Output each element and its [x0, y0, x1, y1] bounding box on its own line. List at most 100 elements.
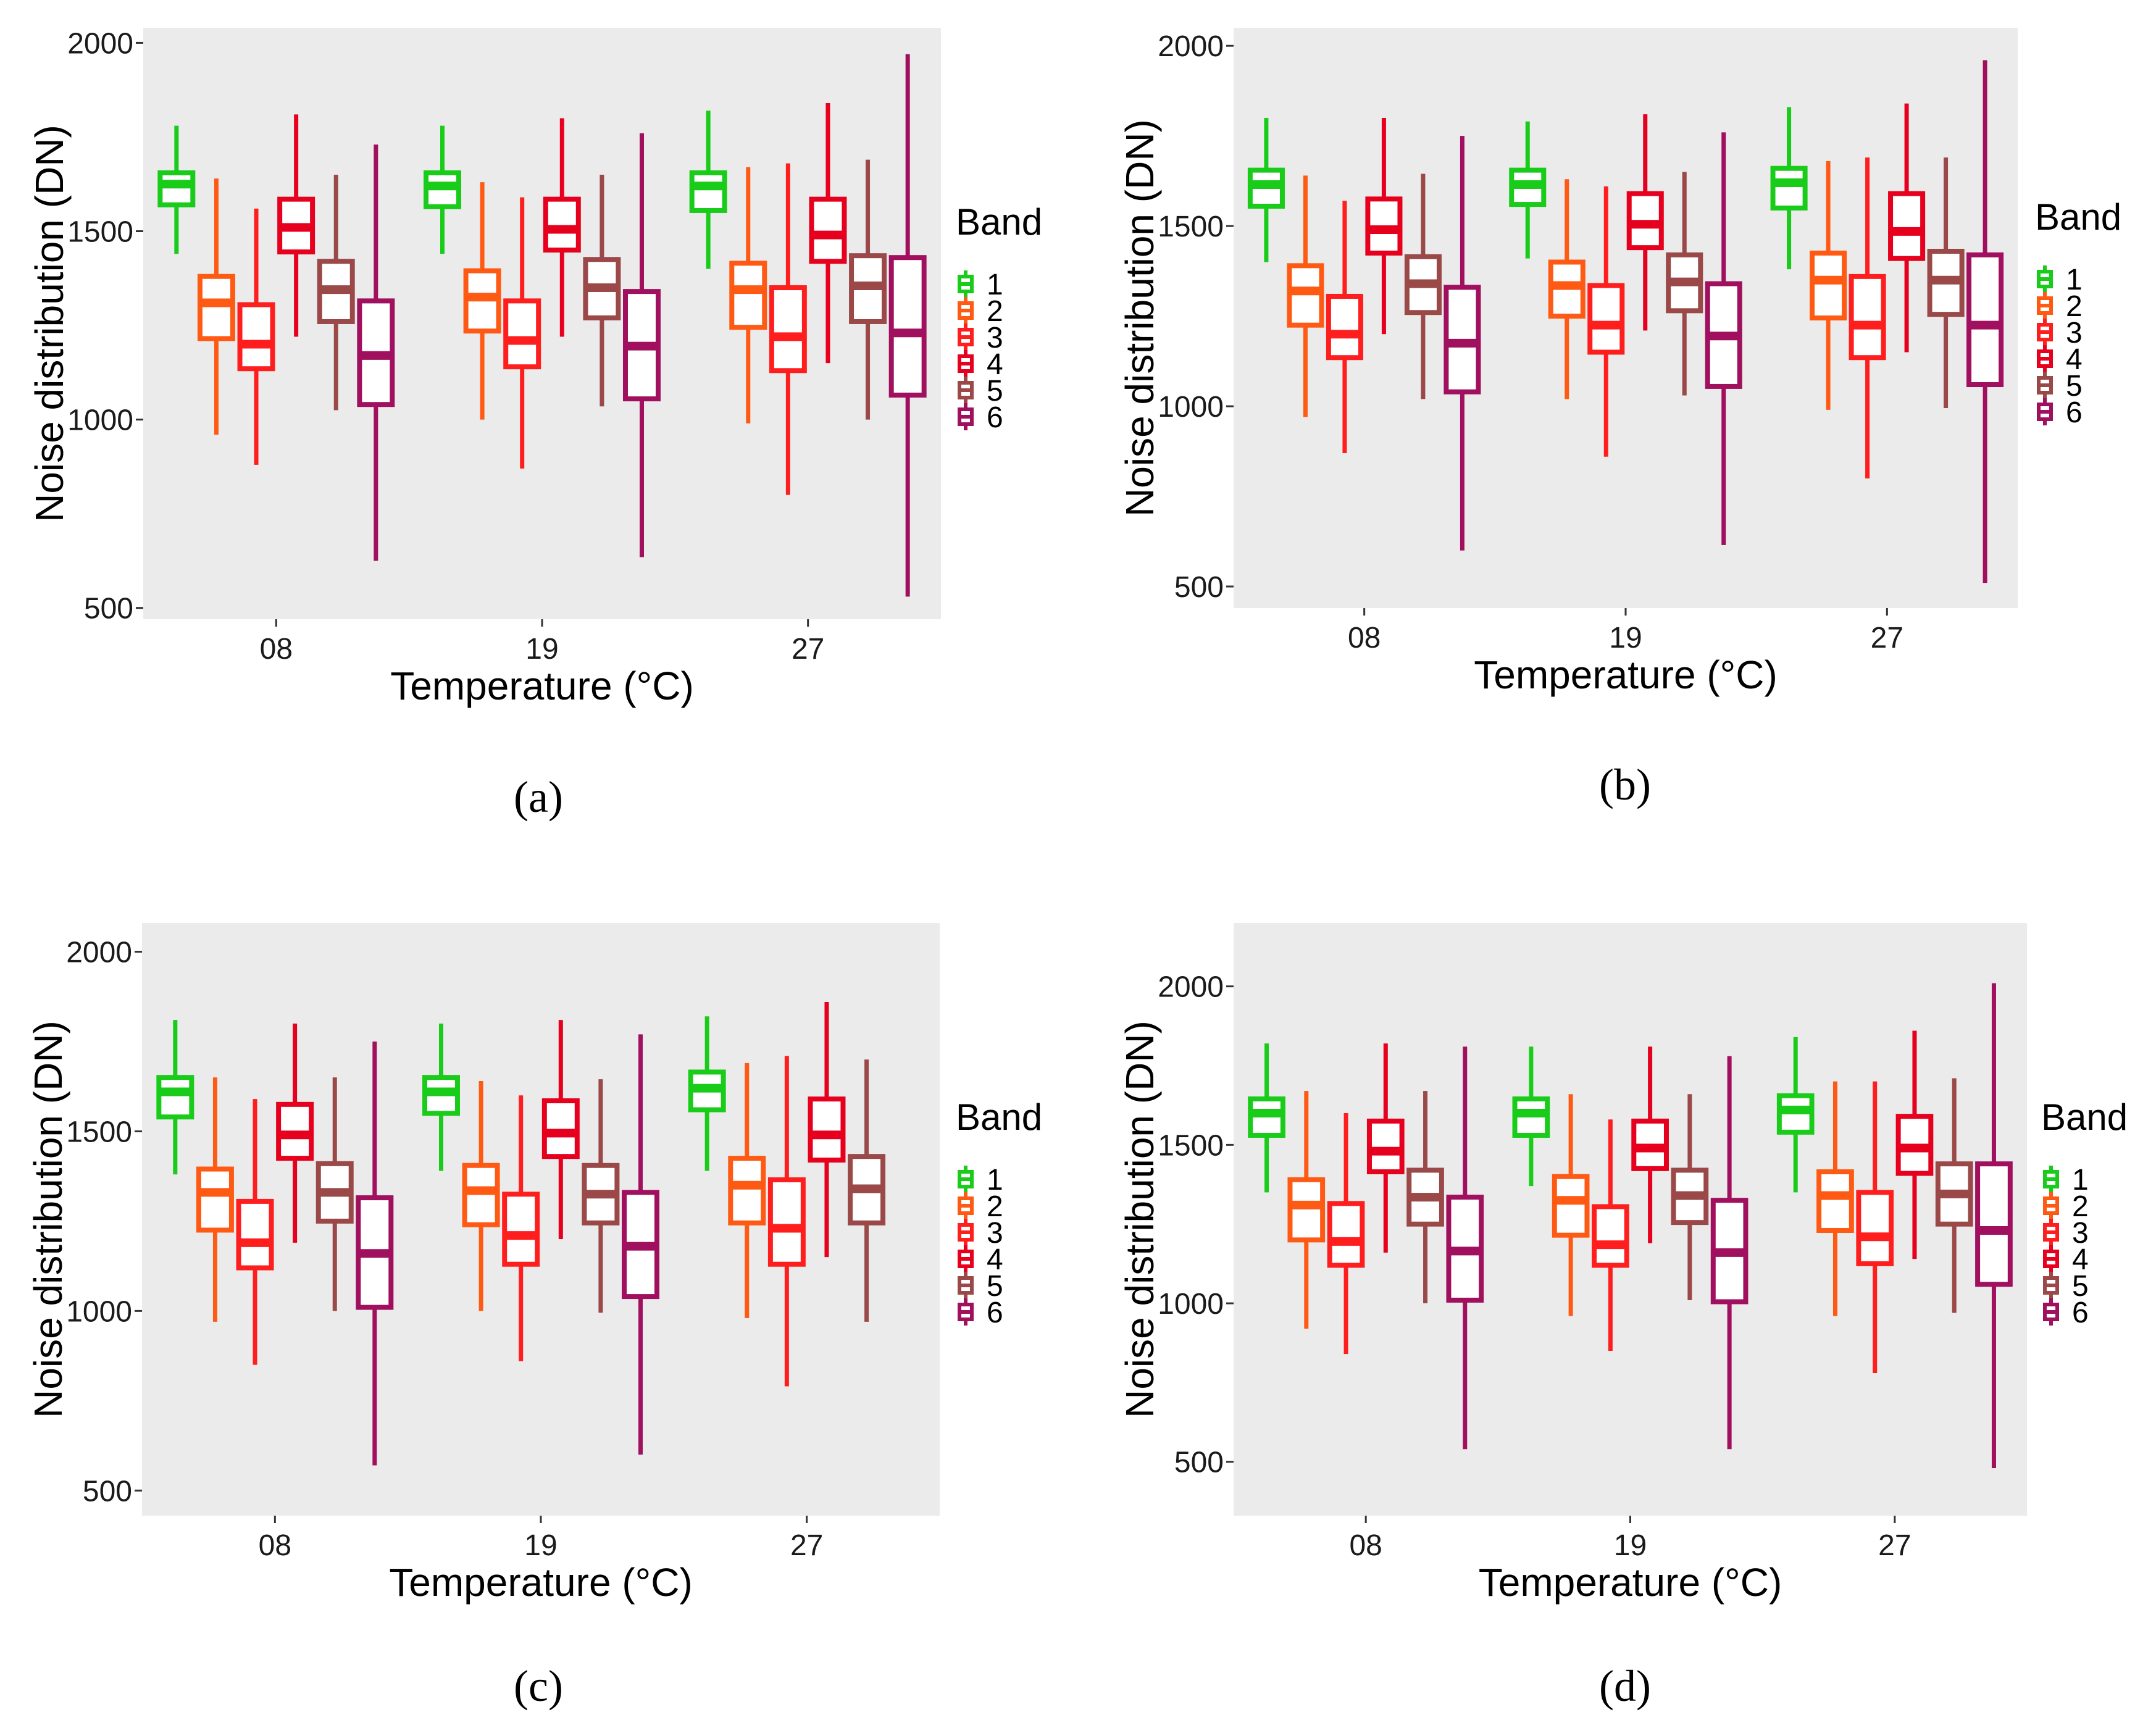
y-axis-title: Noise distribution (DN) — [1118, 1021, 1162, 1418]
box-band-4-19 — [543, 118, 581, 337]
box-band-4-27 — [1895, 1030, 1934, 1259]
box-band-5-19 — [583, 174, 621, 407]
plot-background — [142, 923, 940, 1516]
box-band-4-27 — [808, 1002, 846, 1258]
panel-d: 500 1000 1500 2000 08 19 27 Temperature (°C) Noi… — [1118, 923, 2128, 1711]
x-tick-label: 08 — [1348, 622, 1381, 654]
x-tick-label: 27 — [790, 1529, 823, 1562]
x-tick-label: 19 — [1614, 1529, 1647, 1562]
box-iqr — [729, 261, 767, 330]
box-band-4-19 — [541, 1020, 580, 1239]
box-band-6-27 — [1975, 983, 2013, 1468]
box-band-6-27 — [888, 54, 927, 597]
x-tick-label: 19 — [525, 633, 558, 666]
box-iqr — [1975, 1161, 2013, 1287]
legend-key-5 — [2037, 372, 2053, 399]
box-band-2-08 — [197, 178, 235, 435]
plot-background — [1234, 28, 2018, 608]
box-band-5-08 — [315, 1077, 354, 1311]
box-iqr — [767, 1177, 806, 1267]
box-band-5-27 — [849, 159, 887, 420]
legend-label-3: 3 — [987, 322, 1003, 354]
box-band-3-08 — [1327, 1113, 1365, 1355]
box-band-2-27 — [1810, 161, 1847, 410]
legend-key-3 — [958, 324, 974, 351]
y-tick-label: 500 — [1174, 1447, 1224, 1479]
box-iqr — [1592, 1204, 1629, 1268]
x-axis-title: Temperature (°C) — [390, 664, 694, 708]
box-band-1-08 — [157, 125, 196, 254]
box-band-6-19 — [623, 133, 661, 557]
legend-key-5 — [958, 1272, 974, 1299]
box-iqr — [1287, 263, 1324, 328]
legend-key-3 — [958, 1219, 974, 1246]
box-iqr — [769, 285, 807, 374]
legend-label-1: 1 — [987, 269, 1003, 301]
box-iqr — [1810, 250, 1847, 320]
x-tick-label: 27 — [1871, 622, 1903, 654]
box-band-2-08 — [1287, 175, 1324, 417]
box-band-1-19 — [1512, 1046, 1550, 1187]
box-band-3-19 — [1592, 1119, 1629, 1351]
box-iqr — [1966, 252, 2004, 388]
legend-label-2: 2 — [2072, 1190, 2089, 1223]
box-band-6-08 — [1444, 136, 1481, 551]
box-band-4-08 — [276, 1023, 314, 1243]
box-band-6-19 — [622, 1034, 659, 1455]
box-band-2-08 — [196, 1077, 234, 1322]
legend-label-3: 3 — [987, 1217, 1003, 1250]
legend-title: Band — [2035, 196, 2121, 238]
box-iqr — [1552, 1174, 1590, 1238]
legend-title: Band — [956, 201, 1042, 243]
box-band-6-27 — [1966, 60, 2004, 583]
y-tick-label: 1000 — [1158, 1288, 1224, 1321]
y-tick-label: 2000 — [66, 937, 132, 969]
box-band-1-19 — [422, 1023, 460, 1171]
legend-label-6: 6 — [2072, 1297, 2089, 1329]
x-tick-label: 08 — [1349, 1529, 1382, 1562]
legend-key-3 — [2043, 1219, 2059, 1246]
plot-background — [143, 28, 941, 619]
x-tick-label: 19 — [524, 1529, 557, 1562]
panel-caption: (b) — [1599, 760, 1651, 809]
y-tick-label: 1000 — [1158, 391, 1224, 424]
box-band-4-08 — [277, 114, 315, 337]
y-tick-label: 2000 — [67, 27, 133, 60]
box-band-5-19 — [1666, 172, 1703, 396]
box-band-4-27 — [1888, 103, 1926, 353]
x-tick-label: 08 — [259, 1529, 291, 1562]
legend-title: Band — [2041, 1096, 2128, 1138]
box-band-3-19 — [502, 1095, 540, 1361]
y-axis-title: Noise distribution (DN) — [26, 1021, 70, 1418]
y-tick-label: 500 — [1174, 571, 1224, 604]
box-band-2-27 — [729, 167, 767, 424]
legend-label-5: 5 — [987, 375, 1003, 407]
box-band-4-19 — [1626, 114, 1664, 331]
panel-caption: (d) — [1599, 1661, 1651, 1711]
box-band-6-19 — [1710, 1056, 1749, 1450]
box-iqr — [237, 302, 275, 372]
box-iqr — [1327, 1201, 1365, 1268]
box-band-3-19 — [1587, 186, 1625, 457]
box-band-2-08 — [1287, 1091, 1326, 1329]
box-band-6-08 — [357, 144, 395, 561]
legend-key-2 — [2043, 1192, 2059, 1219]
box-band-4-27 — [809, 103, 847, 364]
y-tick-label: 1000 — [67, 404, 133, 437]
x-axis-title: Temperature (°C) — [389, 1560, 693, 1605]
y-tick-label: 1000 — [66, 1295, 132, 1328]
box-band-4-19 — [1631, 1046, 1669, 1243]
box-band-1-27 — [1776, 1037, 1815, 1193]
legend-key-6 — [2043, 1298, 2059, 1326]
box-band-5-08 — [1404, 173, 1442, 399]
y-tick-label: 1500 — [1158, 1129, 1224, 1162]
box-iqr — [197, 274, 235, 341]
panel-c: 500 1000 1500 2000 08 19 27 Temperature (°C) Noi… — [26, 923, 1042, 1711]
legend-label-6: 6 — [987, 401, 1003, 434]
box-iqr — [1816, 1169, 1854, 1233]
legend-label-6: 6 — [987, 1297, 1003, 1329]
y-axis-title: Noise distribution (DN) — [27, 125, 72, 522]
legend-label-5: 5 — [2066, 370, 2083, 403]
legend-key-1 — [958, 270, 974, 298]
